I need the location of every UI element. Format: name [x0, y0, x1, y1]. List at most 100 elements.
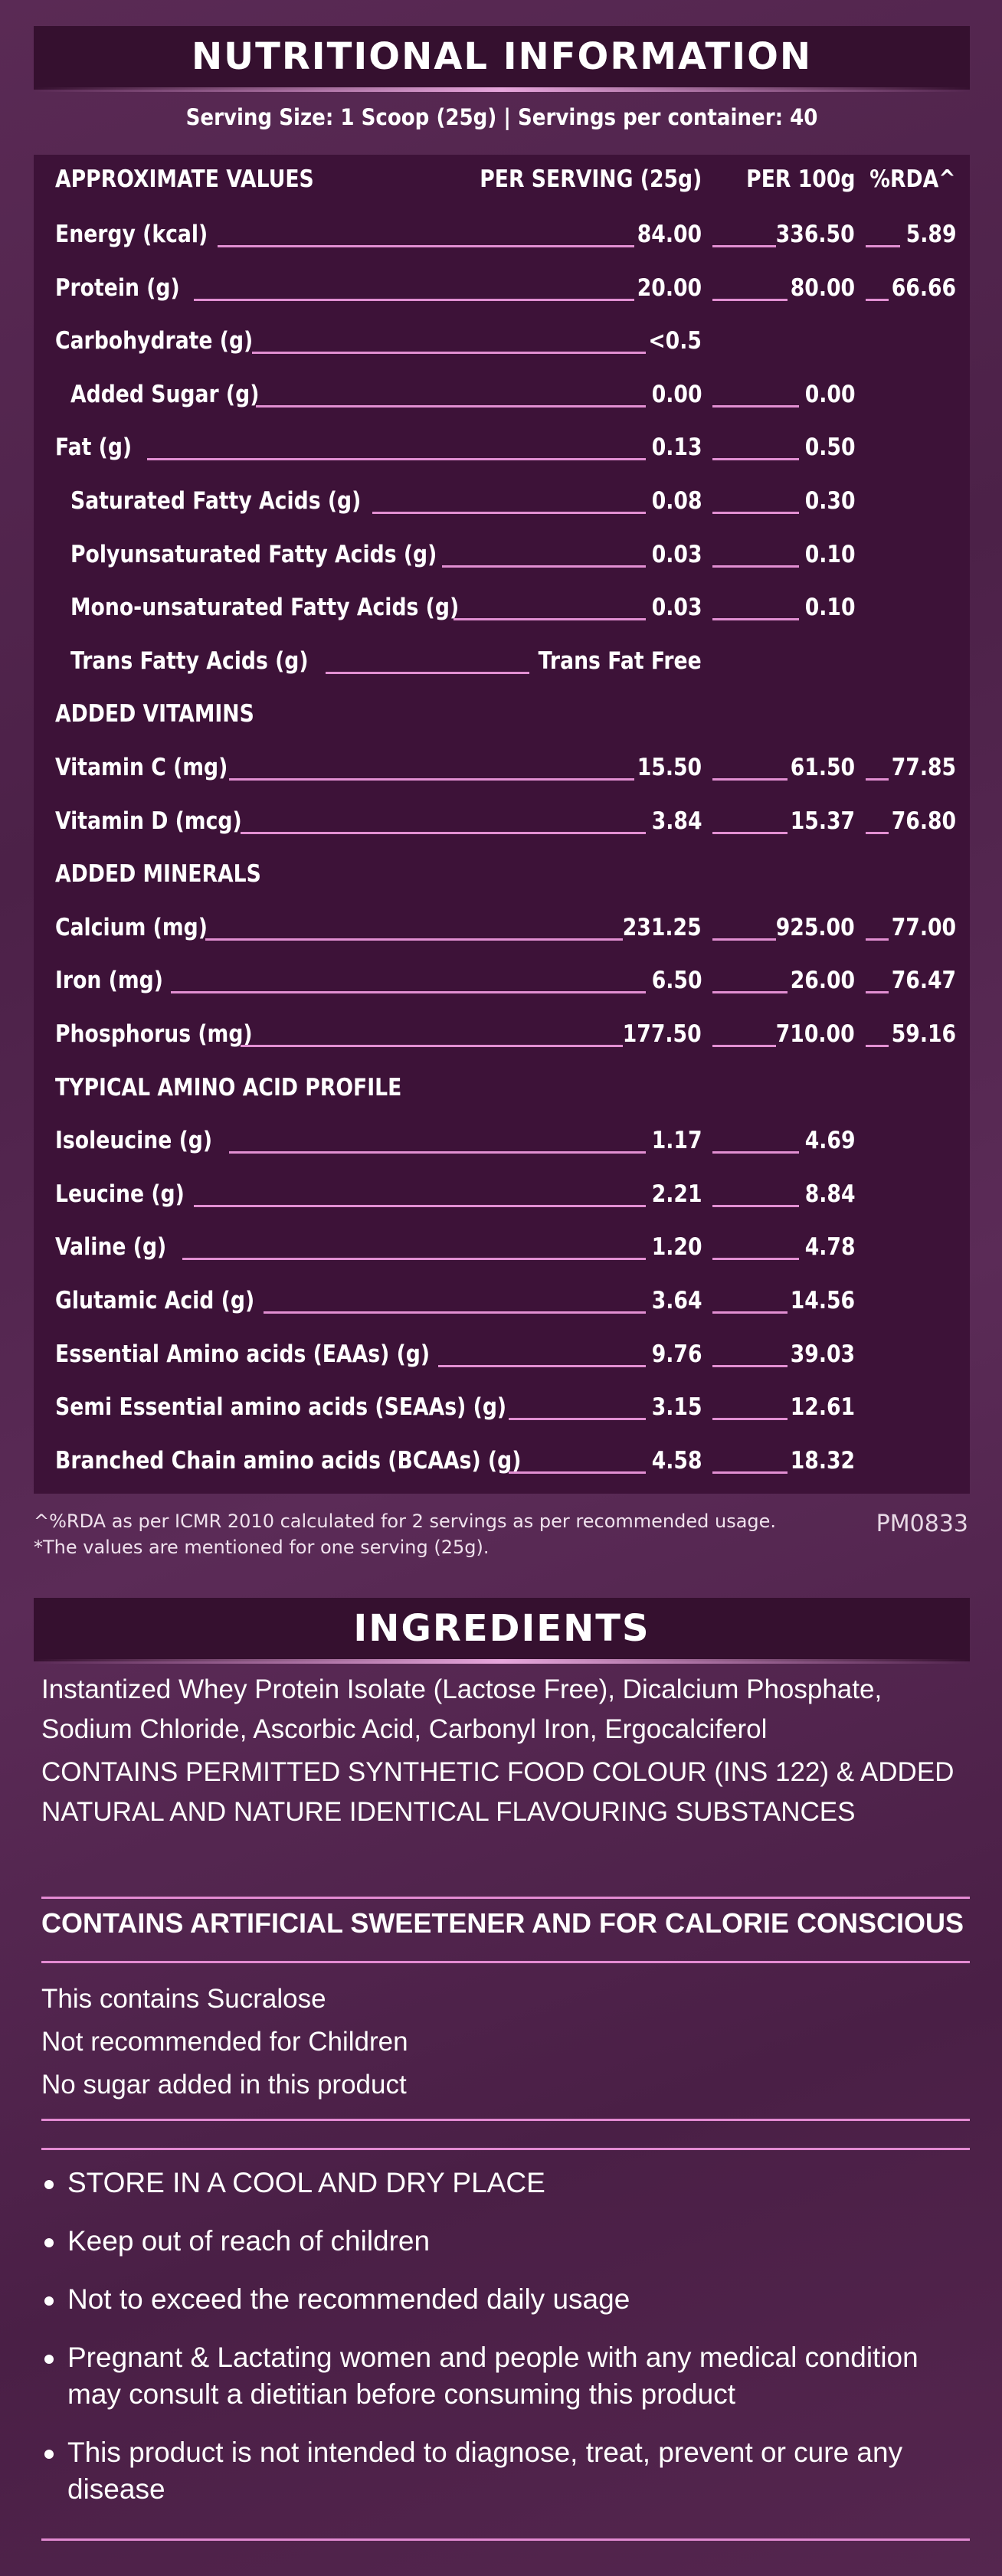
per-serving-value: 0.13: [651, 434, 702, 462]
nutrient-label: Semi Essential amino acids (SEAAs) (g): [55, 1393, 507, 1422]
nutrition-row: Added Sugar (g) 0.00 0.00: [34, 372, 970, 417]
rda-value: 59.16: [891, 1020, 956, 1048]
leader-line: [194, 1204, 647, 1207]
leader-line: [712, 1045, 776, 1047]
nutrition-row: Iron (mg) 6.50 26.00 76.47: [34, 957, 970, 1003]
nutrition-row: Protein (g) 20.00 80.00 66.66: [34, 265, 970, 311]
leader-line: [508, 1418, 647, 1421]
nutrient-label: Mono-unsaturated Fatty Acids (g): [70, 594, 460, 622]
serving-size-line: Serving Size: 1 Scoop (25g) | Servings p…: [185, 104, 818, 130]
per-serving-value: 20.00: [637, 273, 702, 302]
leader-line: [712, 1418, 788, 1421]
warning-item: Keep out of reach of children: [41, 2223, 976, 2260]
divider: [41, 1961, 970, 1963]
nutrition-row: Glutamic Acid (g) 3.64 14.56: [34, 1278, 970, 1324]
leader-line: [252, 352, 647, 355]
leader-line: [182, 1258, 647, 1261]
per-serving-value: 0.03: [651, 594, 702, 622]
leader-line: [712, 1258, 800, 1261]
nutrition-row: ADDED VITAMINS: [34, 691, 970, 737]
per-100g-value: 336.50: [776, 221, 855, 248]
per-100g-value: 710.00: [776, 1020, 855, 1048]
nutrient-label: Phosphorus (mg): [55, 1020, 253, 1048]
sweetener-heading: CONTAINS ARTIFICIAL SWEETENER AND FOR CA…: [41, 1907, 964, 1939]
leader-line: [712, 298, 788, 301]
leader-line: [712, 991, 788, 994]
leader-line: [712, 404, 800, 408]
per-100g-value: 0.50: [804, 434, 855, 462]
leader-line: [712, 1151, 800, 1154]
leader-line: [170, 991, 647, 994]
per-serving-value: 231.25: [623, 913, 702, 941]
nutrition-row: Vitamin D (mcg) 3.84 15.37 76.80: [34, 798, 970, 844]
per-serving-value: 3.64: [651, 1287, 702, 1314]
rda-value: 66.66: [891, 273, 956, 302]
per-serving-value: 6.50: [651, 967, 702, 995]
nutrition-row: Phosphorus (mg) 177.50 710.00 59.16: [34, 1011, 970, 1057]
divider: [41, 2538, 970, 2541]
warning-item: STORE IN A COOL AND DRY PLACE: [41, 2165, 976, 2201]
warning-item: This product is not intended to diagnose…: [41, 2434, 976, 2508]
leader-line: [241, 1045, 623, 1047]
nutrition-row: Trans Fatty Acids (g) Trans Fat Free: [34, 638, 970, 684]
warning-item: Pregnant & Lactating women and people wi…: [41, 2339, 976, 2413]
nutrition-row: Valine (g) 1.20 4.78: [34, 1224, 970, 1270]
per-100g-value: 15.37: [790, 807, 855, 835]
nutrition-row: Isoleucine (g) 1.17 4.69: [34, 1118, 970, 1164]
header-approx-values: APPROXIMATE VALUES: [55, 165, 314, 193]
nutrition-row: Polyunsaturated Fatty Acids (g) 0.03 0.10: [34, 532, 970, 578]
per-serving-value: 15.50: [637, 754, 702, 781]
header-per-serving: PER SERVING (25g): [479, 165, 702, 193]
per-serving-value: 9.76: [651, 1340, 702, 1368]
leader-line: [712, 778, 788, 781]
warnings-list: STORE IN A COOL AND DRY PLACE Keep out o…: [41, 2165, 976, 2529]
nutrition-row: Saturated Fatty Acids (g) 0.08 0.30: [34, 478, 970, 524]
leader-line: [372, 512, 647, 514]
leader-line: [228, 1151, 647, 1154]
nutrient-label: Trans Fatty Acids (g): [70, 646, 309, 675]
per-serving-value: 3.84: [651, 807, 702, 835]
nutrient-label: Isoleucine (g): [55, 1127, 213, 1155]
leader-line: [147, 458, 647, 461]
section-heading: ADDED VITAMINS: [55, 700, 254, 728]
table-header-row: APPROXIMATE VALUES PER SERVING (25g) PER…: [34, 158, 970, 204]
per-serving-value: <0.5: [648, 327, 702, 355]
nutrition-row: Mono-unsaturated Fatty Acids (g) 0.03 0.10: [34, 584, 970, 630]
leader-line: [866, 245, 901, 247]
ingredients-title: INGREDIENTS: [353, 1607, 650, 1650]
nutrient-label: Leucine (g): [55, 1180, 185, 1208]
leader-line: [194, 298, 634, 301]
leader-line: [866, 938, 889, 941]
nutrition-row: Calcium (mg) 231.25 925.00 77.00: [34, 905, 970, 951]
rda-value: 5.89: [905, 221, 956, 248]
header-per-100g: PER 100g: [745, 165, 855, 193]
leader-line: [712, 458, 800, 461]
nutrition-row: Semi Essential amino acids (SEAAs) (g) 3.…: [34, 1384, 970, 1430]
leader-line: [712, 1311, 788, 1314]
nutrient-label: Iron (mg): [55, 967, 163, 995]
nutrition-title-bar: NUTRITIONAL INFORMATION: [34, 26, 970, 92]
per-100g-value: 18.32: [790, 1446, 855, 1475]
nutrient-label: Carbohydrate (g): [55, 327, 254, 355]
rda-value: 76.80: [891, 807, 956, 835]
leader-line: [712, 938, 776, 941]
leader-line: [866, 831, 889, 834]
product-code: PM0833: [876, 1511, 968, 1537]
per-serving-value: 0.08: [651, 487, 702, 515]
sweetener-line: This contains Sucralose: [41, 1984, 326, 2014]
nutrient-label: Added Sugar (g): [70, 380, 260, 408]
rda-value: 77.00: [891, 913, 956, 941]
per-serving-value: 1.17: [651, 1127, 702, 1155]
leader-line: [264, 1311, 647, 1314]
leader-line: [228, 778, 634, 781]
leader-line: [442, 565, 647, 568]
nutrient-label: Energy (kcal): [55, 221, 208, 248]
leader-line: [866, 1045, 889, 1047]
per-serving-value: 0.03: [651, 540, 702, 568]
nutrient-label: Branched Chain amino acids (BCAAs) (g): [55, 1446, 522, 1475]
nutrient-label: Saturated Fatty Acids (g): [70, 487, 362, 515]
nutrition-row: Leucine (g) 2.21 8.84: [34, 1171, 970, 1217]
footnote-rda: ^%RDA as per ICMR 2010 calculated for 2 …: [34, 1511, 777, 1532]
footnote-serving: *The values are mentioned for one servin…: [34, 1537, 490, 1558]
